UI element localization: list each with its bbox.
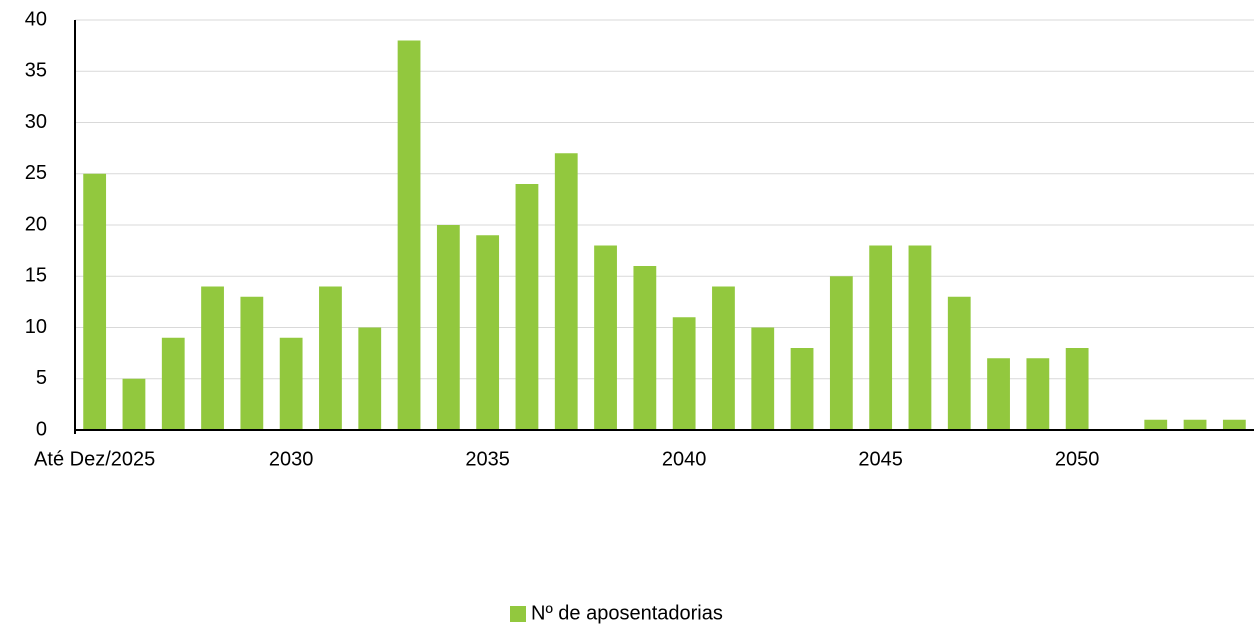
bar <box>712 286 735 430</box>
bar <box>1183 419 1207 430</box>
bar <box>751 327 775 430</box>
y-tick-label: 5 <box>36 367 47 389</box>
bar <box>1144 419 1168 430</box>
bar <box>672 317 696 430</box>
y-tick-label: 40 <box>25 8 47 30</box>
y-tick-label: 10 <box>25 316 47 338</box>
legend-label: Nº de aposentadorias <box>531 602 723 624</box>
y-tick-label: 15 <box>25 265 47 287</box>
bar <box>201 286 224 430</box>
y-tick-label: 35 <box>25 60 47 82</box>
bar <box>633 266 657 430</box>
x-tick-label: Até Dez/2025 <box>34 448 155 470</box>
bar <box>1026 358 1050 430</box>
bar <box>279 337 303 430</box>
bar <box>987 358 1010 430</box>
bar <box>947 296 971 430</box>
x-tick-label: 2035 <box>465 448 510 470</box>
bar <box>594 245 617 430</box>
bar <box>1065 348 1089 430</box>
x-tick-label: 2030 <box>269 448 314 470</box>
bar <box>436 225 460 430</box>
x-tick-label: 2045 <box>858 448 903 470</box>
bar <box>1222 419 1246 430</box>
y-tick-label: 30 <box>25 111 47 133</box>
bar <box>397 40 421 430</box>
y-tick-label: 20 <box>25 213 47 235</box>
bar <box>790 348 814 430</box>
bar <box>554 153 578 430</box>
bar <box>869 245 893 430</box>
x-tick-label: 2040 <box>662 448 707 470</box>
bar <box>829 276 853 430</box>
bar <box>908 245 932 430</box>
bar <box>515 184 539 430</box>
bar <box>476 235 500 430</box>
y-tick-label: 0 <box>36 418 47 440</box>
legend-swatch <box>510 606 526 622</box>
y-tick-label: 25 <box>25 162 47 184</box>
bar <box>358 327 382 430</box>
x-tick-label: 2050 <box>1055 448 1100 470</box>
bar <box>161 337 185 430</box>
bar <box>319 286 342 430</box>
bar <box>122 378 146 430</box>
bar <box>83 173 107 430</box>
bar <box>240 296 264 430</box>
